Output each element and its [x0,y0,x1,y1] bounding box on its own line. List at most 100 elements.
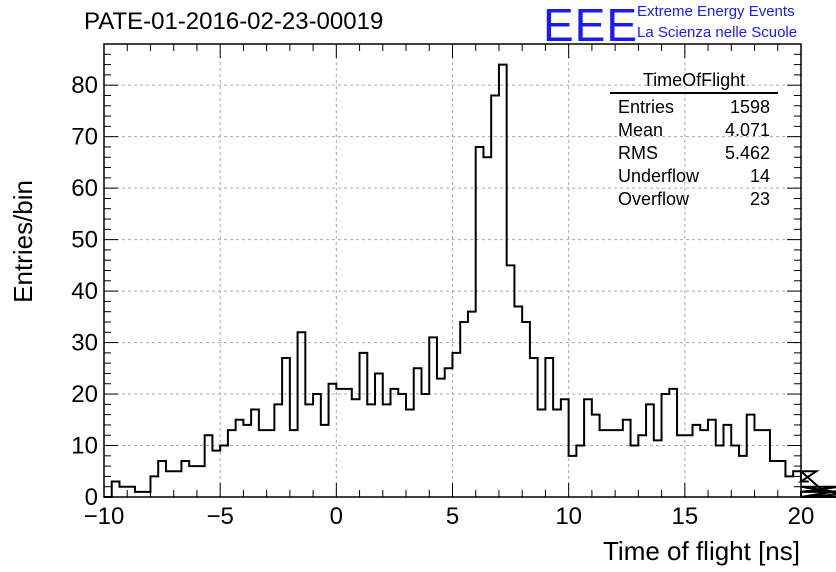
stats-box: TimeOfFlight Entries 1598 Mean 4.071 RMS… [610,70,778,211]
histogram-bin [545,358,553,497]
histogram-bin [468,312,476,497]
histogram-bin [290,430,298,497]
histogram-bin [445,368,453,497]
histogram-bin [607,430,615,497]
histogram-bin [305,404,313,497]
histogram-bin [189,466,197,497]
x-tick-label: −5 [206,503,233,530]
histogram-bin [538,409,546,497]
stats-value: 4.071 [724,120,770,140]
histogram-bin [251,409,259,497]
stats-label: Overflow [618,189,690,209]
histogram-bin [212,451,220,497]
histogram-bin [785,476,793,497]
tick-labels: −10 −5 0 5 10 15 20 0 10 20 30 40 50 60 70 80 [71,72,814,530]
eee-logo: EEE [543,0,639,51]
stats-label: Underflow [618,166,700,186]
stats-row-mean: Mean 4.071 [610,119,778,142]
histogram-bin [391,389,399,497]
stats-value: 1598 [729,97,770,117]
histogram-bin [429,337,437,497]
histogram-bin [731,446,739,497]
histogram-bin [770,461,778,497]
histogram-bin [437,379,445,497]
y-tick-label: 60 [71,175,98,202]
histogram-bin [119,487,127,497]
histogram-bin [592,415,600,497]
histogram-bin [514,307,522,497]
histogram-bin [321,425,329,497]
y-tick-label: 0 [85,484,98,511]
histogram-bin [778,461,786,497]
histogram-bin [522,322,530,497]
y-tick-label: 80 [71,72,98,99]
histogram-bin [793,471,801,497]
histogram-bin [259,430,267,497]
stats-value: 5.462 [724,143,770,163]
histogram-bin [329,384,337,497]
histogram-bin [646,404,654,497]
stats-row-entries: Entries 1598 [610,96,778,119]
axis-ticks [103,43,802,498]
histogram-bin [754,430,762,497]
logo-text-line-2: La Scienza nelle Scuole [637,24,798,41]
x-tick-label: 15 [671,503,698,530]
y-tick-label: 70 [71,124,98,151]
histogram-bin [360,353,368,497]
histogram-bin [414,368,422,497]
histogram-bin [452,353,460,497]
histogram-bin [491,95,499,497]
histogram-bin [367,404,375,497]
y-tick-label: 20 [71,381,98,408]
histogram-bin [638,435,646,497]
histogram-bin [181,461,189,497]
stats-value: 23 [749,189,770,209]
histogram-bin [336,389,344,497]
histogram-bin [236,420,244,497]
histogram-bin [344,389,352,497]
histogram-bin [220,446,228,497]
histogram-bin [677,435,685,497]
stats-label: Entries [618,97,675,117]
histogram-bin [483,157,491,497]
histogram-bin [561,399,569,497]
x-tick-label: 20 [788,503,815,530]
histogram-outline [104,63,836,498]
histogram-bin [421,394,429,497]
histogram-bin [576,446,584,497]
histogram-bin [747,415,755,497]
x-tick-label: 0 [330,503,343,530]
histogram-bin [205,435,213,497]
histogram-bin [615,430,623,497]
histogram-bin [398,394,406,497]
histogram-bin [654,440,662,497]
histogram-bin [197,466,205,497]
stats-row-rms: RMS 5.462 [610,142,778,165]
x-tick-label: −10 [84,503,125,530]
grid-lines [104,44,801,497]
histogram-bin [553,409,561,497]
histogram-bin [143,492,151,497]
histogram-bin [174,471,182,497]
histogram-bin [112,482,120,497]
histogram-bin [267,430,275,497]
histogram-bin [623,420,631,497]
histogram-bin [739,456,747,497]
y-tick-label: 40 [71,278,98,305]
x-tick-label: 10 [555,503,582,530]
histogram-bin [700,430,708,497]
histogram-bin [274,404,282,497]
stats-row-underflow: Underflow 14 [610,165,778,188]
histogram-bin [708,420,716,497]
x-tick-label: 5 [446,503,459,530]
histogram-bin [406,409,414,497]
histogram-bin [460,322,468,497]
stats-label: RMS [618,143,658,163]
histogram-bin [669,389,677,497]
histogram-bin [243,425,251,497]
histogram-bin [723,425,731,497]
histogram-bin [298,332,306,497]
histogram-bin [716,446,724,497]
x-axis-label: Time of flight [ns] [603,536,800,566]
